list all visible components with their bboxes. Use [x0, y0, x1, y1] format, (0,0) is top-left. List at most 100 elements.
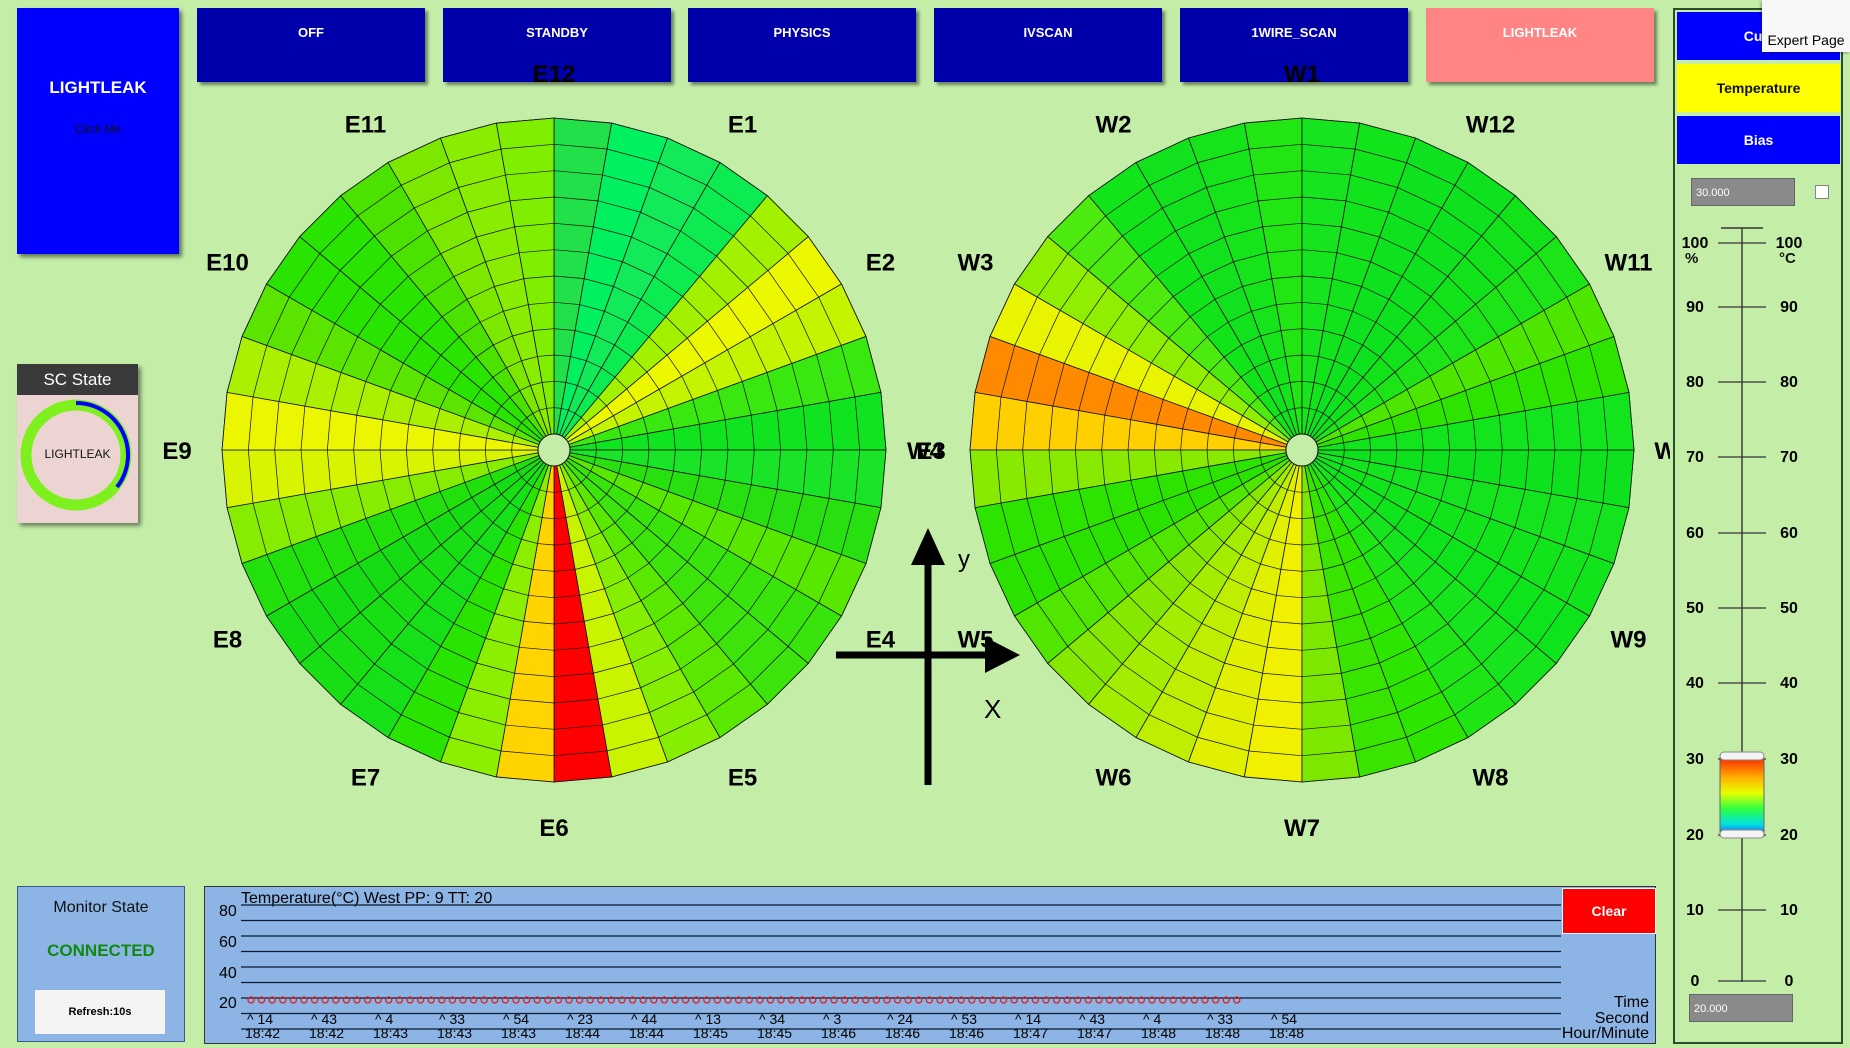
mode-button-1wire_scan[interactable]: 1WIRE_SCAN [1180, 8, 1408, 82]
autoscale-checkbox[interactable] [1815, 185, 1829, 199]
scale-right-tick-label: 10 [1780, 902, 1798, 919]
monitor-state-panel: Monitor State CONNECTED Refresh:10s [17, 886, 185, 1042]
graph-point [438, 996, 446, 1004]
mode-button-lightleak[interactable]: LIGHTLEAK [1426, 8, 1654, 82]
scale-right-tick-label: 20 [1780, 827, 1798, 844]
y-axis-label: y [958, 546, 970, 573]
graph-point [946, 996, 955, 1004]
graph-point [469, 996, 478, 1004]
graph-point [247, 996, 255, 1004]
graph-point [915, 996, 923, 1004]
scale-max-handle[interactable] [1719, 751, 1765, 761]
bias-button[interactable]: Bias [1677, 116, 1840, 164]
graph-point [575, 996, 584, 1004]
graph-x-tick-time: 18:43 [501, 1025, 536, 1041]
east-ring [247, 143, 861, 757]
graph-point [491, 996, 499, 1004]
scale-max-input[interactable]: 30.000 [1691, 178, 1795, 206]
clear-button[interactable]: Clear [1562, 888, 1656, 934]
graph-x-tick-time: 18:46 [885, 1025, 920, 1041]
west-ring [1048, 196, 1556, 704]
graph-point [300, 996, 308, 1004]
mode-button-standby[interactable]: STANDBY [443, 8, 671, 82]
graph-x-tick-time: 18:44 [565, 1025, 600, 1041]
west-ring [1101, 249, 1503, 651]
east-label: E3 [916, 438, 945, 465]
graph-point [660, 996, 669, 1004]
graph-x-tick-time: 18:45 [693, 1025, 728, 1041]
graph-point [681, 996, 690, 1004]
graph-x-tick-time: 18:47 [1013, 1025, 1048, 1041]
graph-point [1010, 996, 1018, 1004]
west-ring [969, 117, 1635, 783]
refresh-button[interactable]: Refresh:10s [35, 990, 165, 1034]
graph-x-tick-second: ^ 43 [311, 1011, 337, 1027]
graph-x-tick-second: ^ 3 [823, 1011, 841, 1027]
expert-page-link[interactable]: Expert Page [1762, 0, 1850, 52]
mode-button-ivscan[interactable]: IVSCAN [934, 8, 1162, 82]
graph-point [448, 996, 457, 1004]
scale-left-tick-label: 20 [1686, 827, 1704, 844]
scale-right-tick-label: 100 [1776, 235, 1803, 252]
graph-point [692, 996, 700, 1004]
graph-point [268, 996, 276, 1004]
mode-button-off[interactable]: OFF [197, 8, 425, 82]
graph-point [289, 996, 298, 1004]
scale-min-input[interactable]: 20.000 [1689, 994, 1793, 1022]
scale-right-tick-label: 60 [1780, 525, 1798, 542]
west-ring [1206, 354, 1398, 546]
graph-point [533, 996, 541, 1004]
west-label: W9 [1610, 627, 1646, 654]
graph-point [374, 996, 382, 1004]
graph-point [1127, 996, 1135, 1004]
graph-point [427, 996, 435, 1004]
graph-point [342, 996, 351, 1004]
graph-x-tick-second: ^ 44 [631, 1011, 657, 1027]
click-me-label: Click Me [74, 122, 121, 136]
monitor-title: Monitor State [53, 899, 149, 916]
scale-left-tick-label: 30 [1686, 751, 1704, 768]
graph-point [1084, 996, 1093, 1004]
temperature-graph-panel: Temperature(°C) West PP: 9 TT: 20 80 60 40 2… [204, 886, 1656, 1046]
graph-point [565, 996, 573, 1004]
graph-point [332, 996, 340, 1004]
graph-point [989, 996, 997, 1004]
graph-point [925, 996, 934, 1004]
graph-x-tick-time: 18:43 [373, 1025, 408, 1041]
sc-state-panel: SC State LIGHTLEAK [17, 364, 138, 523]
east-ring [484, 380, 624, 520]
graph-point [798, 996, 806, 1004]
lightleak-click-box[interactable]: LIGHTLEAK Click Me [17, 8, 179, 254]
graph-time-axis-label: Hour/Minute [1562, 1025, 1649, 1042]
east-label: E10 [206, 250, 249, 277]
graph-point [703, 996, 711, 1004]
east-ring [353, 249, 755, 651]
graph-point [1116, 996, 1124, 1004]
graph-point [618, 996, 626, 1004]
scale-right-unit: °C [1779, 250, 1796, 267]
west-ring [995, 143, 1609, 757]
east-label: E2 [866, 250, 895, 277]
east-label: E12 [533, 61, 576, 88]
west-label: W1 [1284, 61, 1320, 88]
graph-point [840, 996, 849, 1004]
scale-color-range-bar[interactable] [1719, 757, 1765, 837]
sc-state-ring-icon [20, 399, 132, 511]
xy-axis-arrows [836, 528, 1020, 785]
graph-time-axis-label: Time [1614, 994, 1649, 1011]
graph-point [1042, 996, 1050, 1004]
graph-point [1233, 996, 1241, 1004]
temperature-button[interactable]: Temperature [1677, 64, 1840, 112]
east-ring [274, 170, 834, 730]
graph-point [671, 996, 679, 1004]
scale-right-tick-label: 70 [1780, 449, 1798, 466]
graph-point [522, 996, 531, 1004]
west-ring [1180, 328, 1424, 572]
graph-point [1052, 996, 1061, 1004]
scale-min-handle[interactable] [1719, 829, 1765, 839]
graph-x-tick-time: 18:43 [437, 1025, 472, 1041]
mode-button-physics[interactable]: PHYSICS [688, 8, 916, 82]
graph-point [862, 996, 870, 1004]
